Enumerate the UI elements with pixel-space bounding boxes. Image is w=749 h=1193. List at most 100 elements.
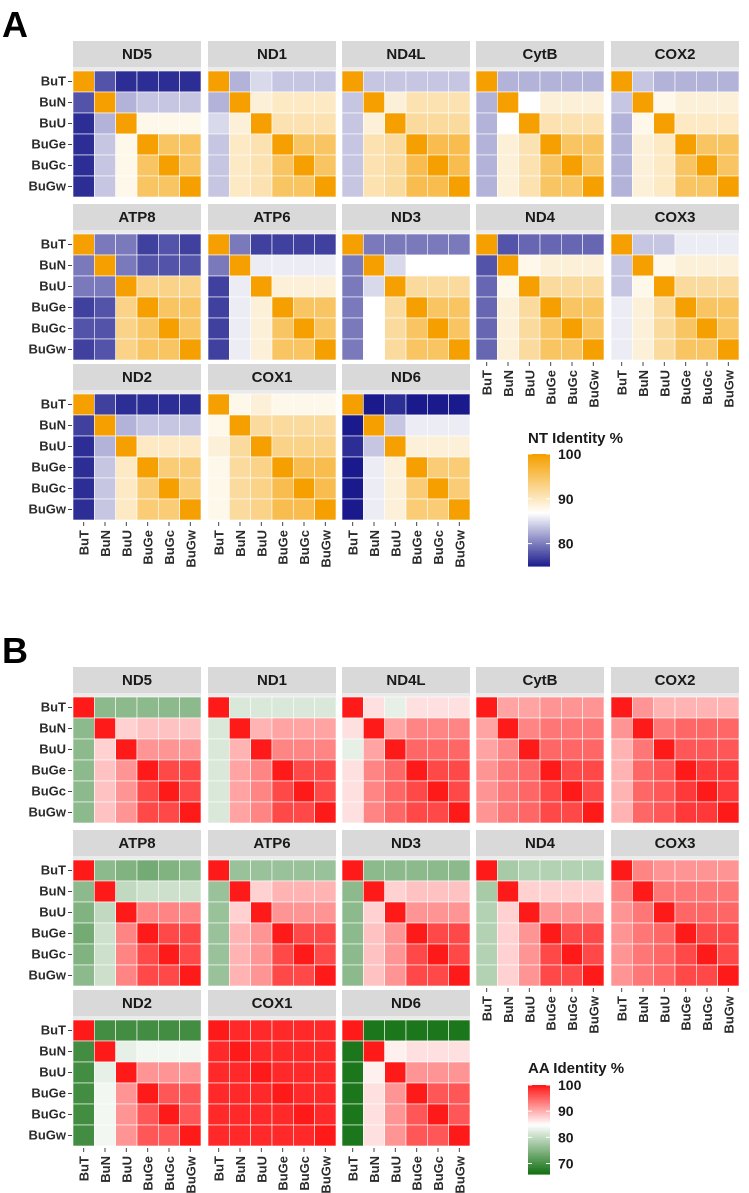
heatmap-cytb: CytB: [475, 41, 605, 198]
column-label: BuN: [501, 996, 516, 1023]
cell-BuU-BuGc: [293, 738, 315, 761]
cell-BuGc-BuGw: [314, 154, 337, 177]
colorbar-segment: [528, 1171, 550, 1174]
cell-BuGw-BuU: [115, 175, 138, 198]
cell-BuN-BuGc: [293, 880, 315, 903]
heatmap-nd6: ND6: [341, 364, 471, 521]
colorbar-segment: [528, 1093, 550, 1096]
cell-BuGc-BuT: [207, 780, 230, 803]
cell-BuN-BuGw: [314, 1040, 337, 1063]
cell-BuGc-BuGw: [448, 943, 471, 966]
cell-BuN-BuN: [94, 1040, 116, 1063]
cell-BuGc-BuN: [94, 154, 116, 177]
row-label: BuGe: [31, 926, 66, 941]
cell-BuGc-BuGe: [539, 780, 562, 803]
cell-BuGe-BuGc: [427, 922, 449, 945]
cell-BuT-BuGe: [674, 696, 697, 719]
cell-BuGc-BuGe: [674, 943, 697, 966]
cell-BuGc-BuU: [518, 317, 541, 340]
cell-BuN-BuGw: [314, 91, 337, 114]
cell-BuGw-BuU: [653, 801, 676, 824]
cell-BuU-BuGc: [561, 275, 583, 298]
cell-BuGw-BuU: [115, 964, 138, 987]
cell-BuU-BuGe: [136, 738, 159, 761]
cell-BuGe-BuGc: [293, 922, 315, 945]
cell-BuGc-BuT: [207, 943, 230, 966]
cell-BuN-BuT: [341, 254, 364, 277]
cell-BuU-BuGe: [136, 1061, 159, 1084]
cell-BuN-BuGw: [717, 880, 740, 903]
cell-BuT-BuGc: [293, 859, 315, 882]
strip-background: [342, 830, 470, 856]
cell-BuGe-BuN: [632, 296, 654, 319]
cell-BuGe-BuGw: [314, 133, 337, 156]
cell-BuGe-BuN: [229, 133, 251, 156]
cell-BuT-BuGe: [271, 393, 294, 416]
cell-BuGw-BuT: [207, 964, 230, 987]
colorbar-segment: [528, 534, 550, 537]
cell-BuGw-BuT: [610, 964, 633, 987]
cell-BuGe-BuN: [94, 1082, 116, 1105]
cell-BuN-BuT: [72, 254, 95, 277]
cell-BuGc-BuGe: [271, 1103, 294, 1126]
cell-BuGc-BuGc: [293, 943, 315, 966]
cell-BuGw-BuU: [653, 964, 676, 987]
cell-BuT-BuGw: [717, 859, 740, 882]
cell-BuU-BuU: [384, 435, 407, 458]
cell-BuGe-BuGw: [314, 296, 337, 319]
cell-BuN-BuGc: [696, 717, 718, 740]
cell-BuGe-BuT: [610, 296, 633, 319]
colorbar-segment: [528, 496, 550, 500]
colorbar-segment: [528, 1125, 550, 1128]
cell-BuGe-BuT: [207, 456, 230, 479]
cell-BuGc-BuGw: [582, 317, 605, 340]
cell-BuGw-BuN: [363, 498, 385, 521]
cell-BuN-BuU: [518, 717, 541, 740]
colorbar-segment: [528, 532, 550, 535]
cell-BuU-BuU: [115, 275, 138, 298]
cell-BuN-BuU: [384, 717, 407, 740]
cell-BuGw-BuGe: [271, 498, 294, 521]
cell-BuGe-BuU: [653, 922, 676, 945]
cell-BuGw-BuU: [653, 338, 676, 361]
cell-BuGc-BuN: [497, 943, 519, 966]
cell-BuN-BuGw: [314, 254, 337, 277]
cell-BuN-BuN: [94, 717, 116, 740]
cell-BuGe-BuN: [363, 133, 385, 156]
cell-BuGe-BuT: [341, 456, 364, 479]
column-label: BuGe: [544, 370, 559, 405]
cell-BuU-BuU: [384, 901, 407, 924]
colorbar-segment: [528, 1126, 550, 1129]
cell-BuT-BuU: [653, 696, 676, 719]
cell-BuGc-BuGc: [561, 780, 583, 803]
cell-BuGc-BuGe: [405, 780, 428, 803]
panel-b-label: B: [2, 630, 28, 671]
colorbar-segment: [528, 523, 550, 526]
cell-BuGc-BuGc: [293, 780, 315, 803]
cell-BuN-BuGw: [179, 880, 202, 903]
legend-tick-label: 70: [558, 1156, 574, 1172]
column-label: BuU: [254, 530, 269, 557]
cell-BuGe-BuGw: [179, 456, 202, 479]
cell-BuN-BuGw: [717, 254, 740, 277]
cell-BuT-BuU: [518, 696, 541, 719]
column-label: BuGe: [679, 370, 694, 405]
cell-BuT-BuN: [363, 70, 385, 93]
cell-BuGc-BuN: [632, 780, 654, 803]
cell-BuU-BuGe: [271, 738, 294, 761]
cell-BuN-BuN: [229, 91, 251, 114]
cell-BuU-BuU: [115, 1061, 138, 1084]
column-label: BuGc: [700, 370, 715, 405]
column-label: BuGe: [276, 530, 291, 565]
cell-BuGc-BuU: [518, 780, 541, 803]
cell-BuGe-BuGw: [179, 296, 202, 319]
cell-BuN-BuGe: [674, 254, 697, 277]
cell-BuN-BuGc: [427, 91, 449, 114]
cell-BuGc-BuU: [518, 943, 541, 966]
cell-BuN-BuT: [610, 254, 633, 277]
colorbar-segment: [528, 526, 550, 530]
cell-BuGw-BuT: [341, 1124, 364, 1147]
cell-BuGc-BuT: [475, 317, 498, 340]
colorbar-segment: [528, 472, 550, 476]
cell-BuGw-BuGe: [405, 1124, 428, 1147]
